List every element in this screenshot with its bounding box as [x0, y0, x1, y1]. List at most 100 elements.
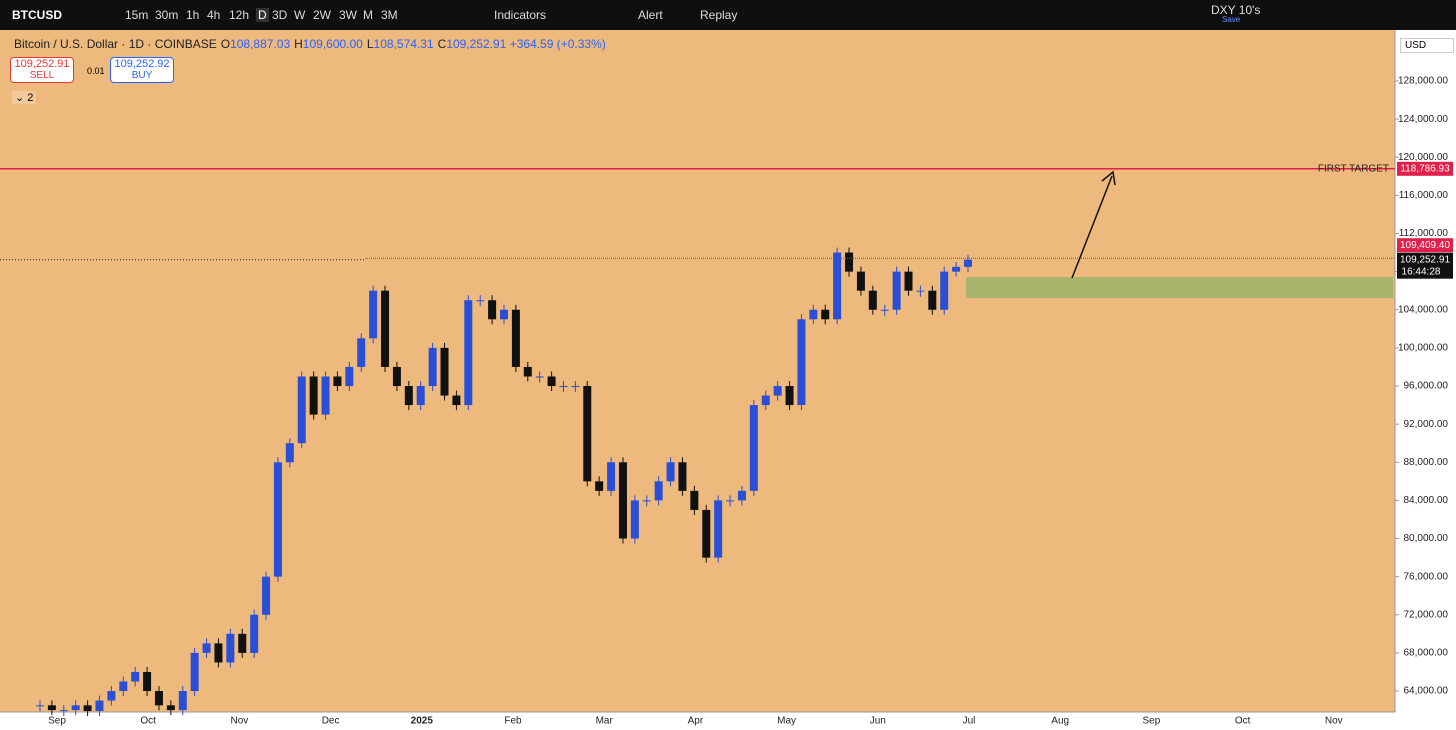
candle	[833, 252, 842, 320]
interval[interactable]: 12h	[229, 8, 250, 22]
ohlc-value: 108,887.03	[230, 37, 291, 51]
spread: 0.01	[87, 66, 105, 76]
title: Bitcoin / U.S. Dollar · 1D · COINBASE	[14, 37, 217, 51]
candle	[678, 462, 687, 491]
interval[interactable]: W	[294, 8, 306, 22]
x-tick-label: Oct	[140, 716, 156, 727]
candle	[630, 500, 639, 539]
candle	[476, 300, 485, 302]
candle	[523, 366, 532, 377]
candle	[428, 347, 437, 387]
ohlc-label: C	[437, 37, 447, 51]
last-tag: 109,252.91	[1400, 254, 1450, 265]
target-label: FIRST TARGET	[1318, 163, 1389, 174]
candle	[488, 300, 497, 320]
candle	[809, 309, 818, 320]
interval[interactable]: 1h	[186, 8, 200, 22]
target-zone	[966, 277, 1393, 299]
candle	[369, 290, 378, 339]
y-tick-label: 112,000.00	[1399, 228, 1449, 239]
x-tick-label: May	[777, 716, 796, 727]
replay[interactable]: Replay	[700, 8, 738, 22]
candle	[166, 705, 175, 711]
x-tick-label: Nov	[231, 716, 249, 727]
candle	[642, 500, 651, 502]
candle	[416, 386, 425, 406]
change: +364.59 (+0.33%)	[509, 37, 606, 51]
candle	[583, 386, 592, 482]
candle	[381, 290, 390, 367]
x-tick-label: Jul	[963, 716, 976, 727]
save[interactable]: Save	[1222, 15, 1241, 24]
sell-button[interactable]: 109,252.91 SELL	[10, 57, 74, 83]
candle	[392, 366, 401, 387]
interval[interactable]: 3W	[339, 8, 357, 22]
candle	[214, 643, 223, 663]
buy-button[interactable]: 109,252.92 BUY	[110, 57, 174, 83]
candle	[773, 386, 782, 396]
ohlc-label: L	[366, 37, 374, 51]
candle	[749, 405, 758, 491]
x-tick-label: Apr	[688, 716, 704, 727]
candle	[143, 671, 152, 692]
sell: SELL	[29, 70, 55, 81]
x-tick-label: Sep	[48, 716, 66, 727]
candle	[880, 309, 889, 311]
x-tick-label: Feb	[504, 716, 522, 727]
candle	[119, 681, 128, 692]
candle	[868, 290, 877, 310]
alert[interactable]: Alert	[638, 8, 663, 22]
ohlc-label: H	[294, 37, 303, 51]
candle	[666, 462, 675, 482]
ohlc-value: 108,574.31	[373, 37, 434, 51]
target-tag-bg	[1397, 161, 1453, 176]
candle	[238, 633, 247, 653]
candle	[404, 386, 413, 406]
y-tick-label: 64,000.00	[1404, 686, 1449, 697]
legend: Bitcoin / U.S. Dollar · 1D · COINBASE O10…	[14, 37, 606, 51]
candle	[821, 309, 830, 320]
candle	[928, 290, 937, 310]
candle	[273, 462, 282, 577]
candle	[785, 386, 794, 406]
candle	[607, 462, 616, 491]
interval[interactable]: 2W	[313, 8, 331, 22]
buy-price: 109,252.92	[114, 58, 170, 70]
candle	[452, 395, 461, 406]
interval[interactable]: 4h	[207, 8, 221, 22]
interval[interactable]: 30m	[155, 8, 179, 22]
candle	[702, 509, 711, 558]
candle	[107, 691, 116, 701]
interval[interactable]: M	[363, 8, 373, 22]
candle	[297, 376, 306, 444]
ohlc-value: 109,252.91	[446, 37, 507, 51]
interval[interactable]: D	[256, 8, 269, 22]
candle	[714, 500, 723, 558]
candle	[892, 271, 901, 310]
candle	[250, 614, 259, 653]
y-tick-label: 92,000.00	[1404, 419, 1449, 430]
target-tag: 118,786.93	[1400, 163, 1450, 174]
x-tick-label: 2025	[411, 716, 434, 727]
compare[interactable]: DXY 10's	[1211, 3, 1261, 17]
symbol[interactable]: BTCUSD	[12, 8, 62, 22]
candle	[262, 576, 271, 615]
x-tick-label: Oct	[1235, 716, 1251, 727]
candle	[737, 490, 746, 501]
candle	[856, 271, 865, 291]
interval[interactable]: 3D	[272, 8, 288, 22]
indicators-toggle[interactable]: ⌄ 2	[12, 91, 37, 104]
currency[interactable]: USD	[1400, 38, 1454, 53]
y-tick-label: 88,000.00	[1404, 457, 1449, 468]
interval[interactable]: 3M	[381, 8, 398, 22]
interval[interactable]: 15m	[125, 8, 149, 22]
x-tick-label: Sep	[1143, 716, 1161, 727]
y-tick-label: 68,000.00	[1404, 648, 1449, 659]
candle	[321, 376, 330, 415]
candle	[797, 319, 806, 406]
candle	[916, 290, 925, 292]
indicators[interactable]: Indicators	[494, 8, 547, 22]
candle	[547, 376, 556, 387]
candle	[571, 386, 580, 388]
